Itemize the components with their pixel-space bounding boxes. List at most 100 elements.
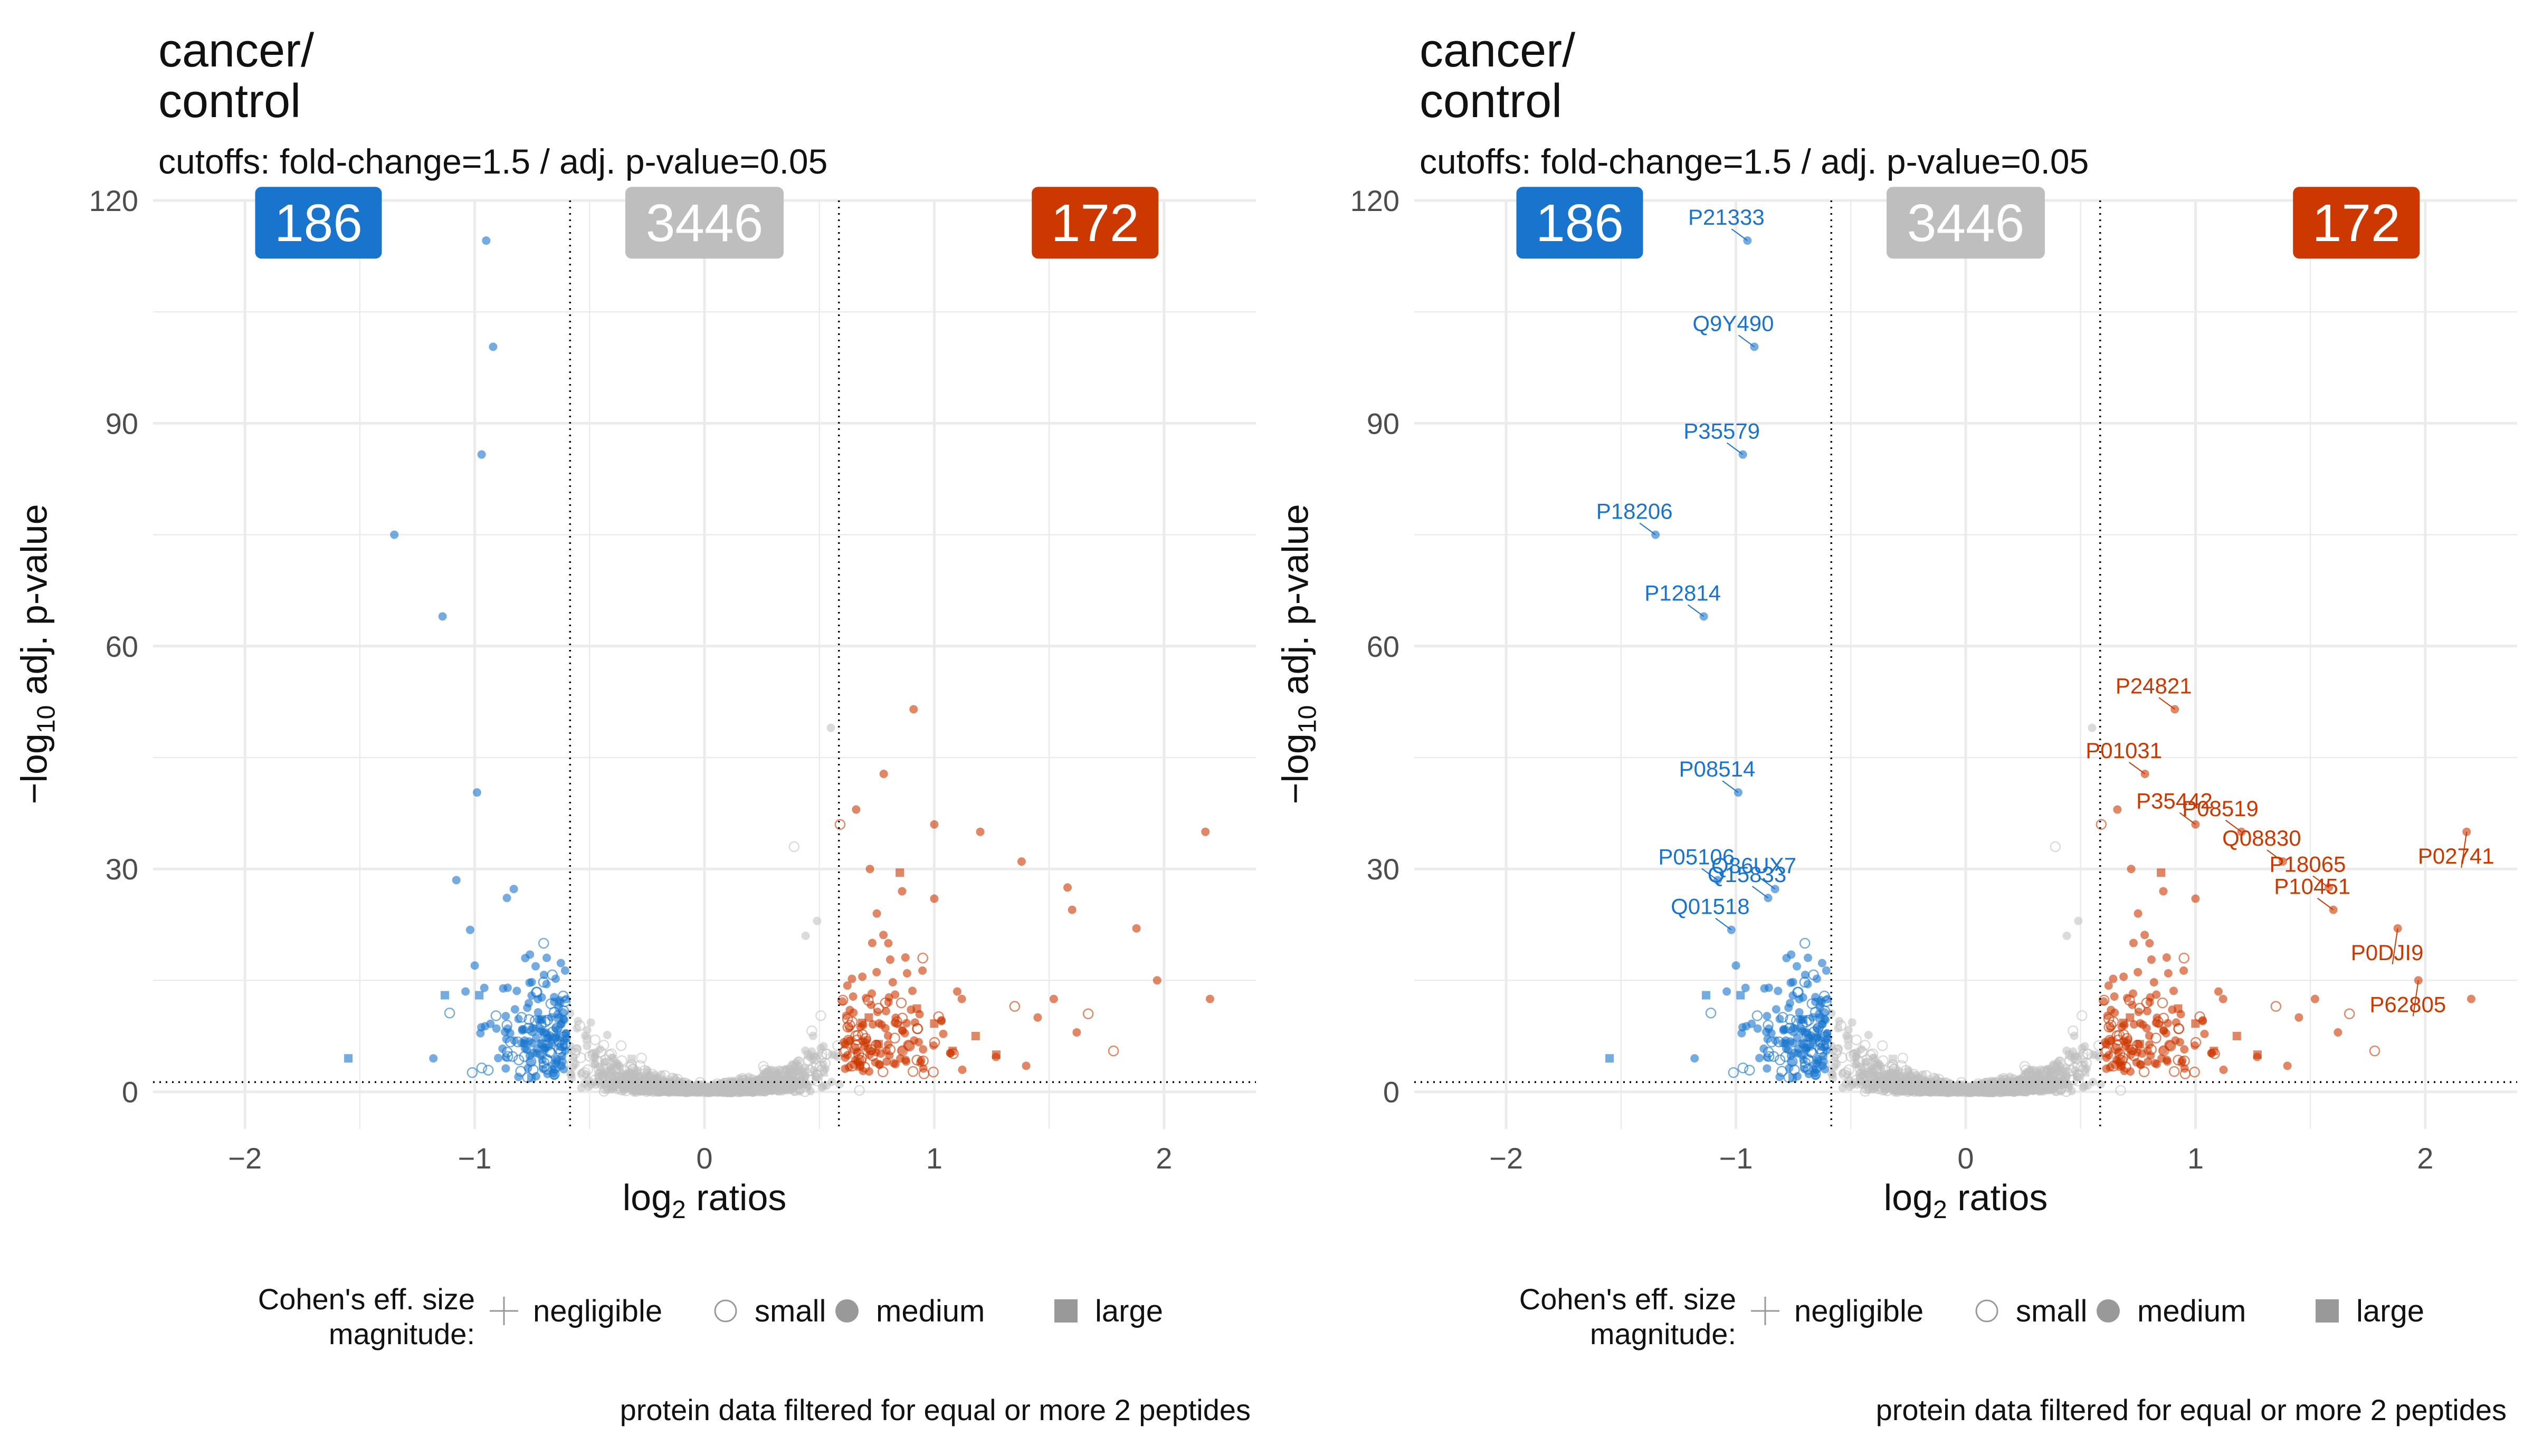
data-point-up bbox=[872, 968, 881, 976]
y-tick-label: 0 bbox=[122, 1076, 138, 1109]
data-point-down bbox=[1789, 1027, 1798, 1036]
data-point-up bbox=[948, 1047, 957, 1056]
label-connector bbox=[1639, 522, 1656, 535]
data-point-P62805 bbox=[1153, 976, 1161, 985]
data-point-down bbox=[1786, 978, 1795, 987]
data-point-up bbox=[992, 1050, 1001, 1059]
data-point-down bbox=[1815, 1013, 1824, 1022]
data-point-down bbox=[1782, 1036, 1791, 1045]
plot-title-line1: cancer/ bbox=[158, 24, 315, 77]
grid bbox=[153, 199, 1256, 1129]
label-connector bbox=[1759, 877, 1776, 890]
data-point-Q08830 bbox=[1017, 857, 1026, 866]
x-tick-label: −2 bbox=[228, 1142, 262, 1175]
volcano-panel-left: cancer/ control cutoffs: fold-change=1.5… bbox=[0, 0, 1266, 1456]
legend-label-medium: medium bbox=[2137, 1294, 2246, 1328]
data-point-up bbox=[2111, 1045, 2120, 1053]
data-point-down bbox=[510, 1036, 519, 1045]
data-point-ns bbox=[2032, 1066, 2041, 1075]
data-point-down bbox=[1771, 1036, 1780, 1045]
data-point-up bbox=[2214, 987, 2223, 996]
data-point-up bbox=[2173, 1023, 2184, 1034]
data-point-up bbox=[1082, 1008, 1094, 1020]
data-point-ns bbox=[574, 1017, 583, 1026]
data-point-down bbox=[440, 991, 449, 1000]
data-point-up bbox=[2103, 1013, 2115, 1024]
data-point-down bbox=[1821, 996, 1832, 1007]
data-point-up bbox=[862, 1035, 871, 1044]
data-point-down bbox=[512, 986, 521, 995]
plot-subtitle: cutoffs: fold-change=1.5 / adj. p-value=… bbox=[1420, 142, 2089, 181]
data-point-up bbox=[2106, 1023, 2115, 1032]
data-point-up bbox=[850, 1045, 859, 1053]
point-label-P10451: P10451 bbox=[2274, 874, 2350, 899]
data-point-ns bbox=[2088, 723, 2097, 732]
data-point-ns bbox=[2064, 1055, 2075, 1066]
data-point-up bbox=[958, 1065, 967, 1074]
data-point-ns bbox=[567, 1070, 576, 1079]
data-point-ns bbox=[816, 1049, 828, 1060]
cutoff-lines bbox=[1414, 200, 2517, 1129]
label-connector bbox=[2392, 928, 2398, 964]
data-point-up bbox=[841, 1064, 850, 1073]
data-point-down bbox=[1763, 1012, 1772, 1021]
data-point-up bbox=[2110, 1008, 2119, 1017]
data-point-up bbox=[901, 953, 910, 962]
data-point-down bbox=[494, 1053, 503, 1062]
data-point-up bbox=[2120, 1061, 2131, 1072]
data-point-down bbox=[1767, 1029, 1776, 1038]
data-point-ns bbox=[575, 1052, 586, 1064]
data-point-down bbox=[553, 1043, 565, 1055]
data-point-up bbox=[902, 1019, 911, 1028]
data-point-up bbox=[2134, 1008, 2143, 1017]
data-point-up bbox=[911, 1055, 922, 1066]
data-point-up bbox=[2334, 1028, 2342, 1037]
data-point-ns bbox=[621, 1071, 630, 1080]
data-point-down bbox=[1759, 1044, 1768, 1053]
data-point-up bbox=[914, 1038, 923, 1047]
point-cloud bbox=[1605, 723, 2475, 1097]
data-point-down bbox=[1755, 1053, 1764, 1062]
data-point-up bbox=[872, 909, 881, 918]
data-point-ns bbox=[2115, 1085, 2126, 1096]
data-point-down bbox=[1793, 1072, 1802, 1081]
data-point-down bbox=[1747, 1019, 1756, 1028]
data-point-up bbox=[2153, 1013, 2161, 1022]
data-point-up bbox=[2164, 969, 2173, 978]
data-point-P10451 bbox=[1068, 905, 1077, 914]
data-point-down bbox=[501, 1019, 512, 1031]
data-point-down bbox=[1814, 1026, 1823, 1034]
label-connector bbox=[1738, 334, 1755, 348]
data-point-down bbox=[1797, 1016, 1806, 1024]
data-point-down bbox=[1741, 983, 1750, 992]
data-point-up bbox=[864, 1013, 873, 1022]
y-axis-title: −log10 adj. p-value bbox=[13, 504, 61, 804]
data-point-ns bbox=[615, 1040, 627, 1051]
data-point-Q9Y490 bbox=[1750, 342, 1759, 351]
data-point-up bbox=[858, 972, 867, 981]
data-point-up bbox=[852, 1030, 864, 1041]
count-label-down: 186 bbox=[1536, 194, 1624, 253]
data-point-up bbox=[2283, 1061, 2292, 1070]
data-point-down bbox=[1775, 1072, 1784, 1081]
data-point-ns bbox=[598, 1086, 610, 1097]
data-point-up bbox=[2150, 1059, 2159, 1068]
data-point-up bbox=[859, 1020, 868, 1029]
data-point-up bbox=[2159, 887, 2168, 896]
data-point-down bbox=[1774, 1054, 1786, 1066]
data-point-ns bbox=[1844, 1041, 1853, 1050]
data-point-down bbox=[1804, 953, 1813, 962]
data-point-down bbox=[490, 1010, 502, 1021]
data-point-ns bbox=[1951, 1085, 1960, 1094]
data-point-down bbox=[1799, 1040, 1808, 1049]
data-point-up bbox=[896, 997, 907, 1009]
data-point-ns bbox=[1834, 1044, 1843, 1053]
data-point-ns bbox=[2080, 1059, 2089, 1068]
count-label-up: 172 bbox=[1051, 194, 1139, 253]
data-point-up bbox=[840, 1038, 849, 1047]
data-point-down bbox=[1803, 1053, 1814, 1065]
data-point-up bbox=[888, 978, 897, 986]
data-point-ns bbox=[627, 1055, 636, 1064]
data-point-P35442 bbox=[930, 820, 939, 829]
